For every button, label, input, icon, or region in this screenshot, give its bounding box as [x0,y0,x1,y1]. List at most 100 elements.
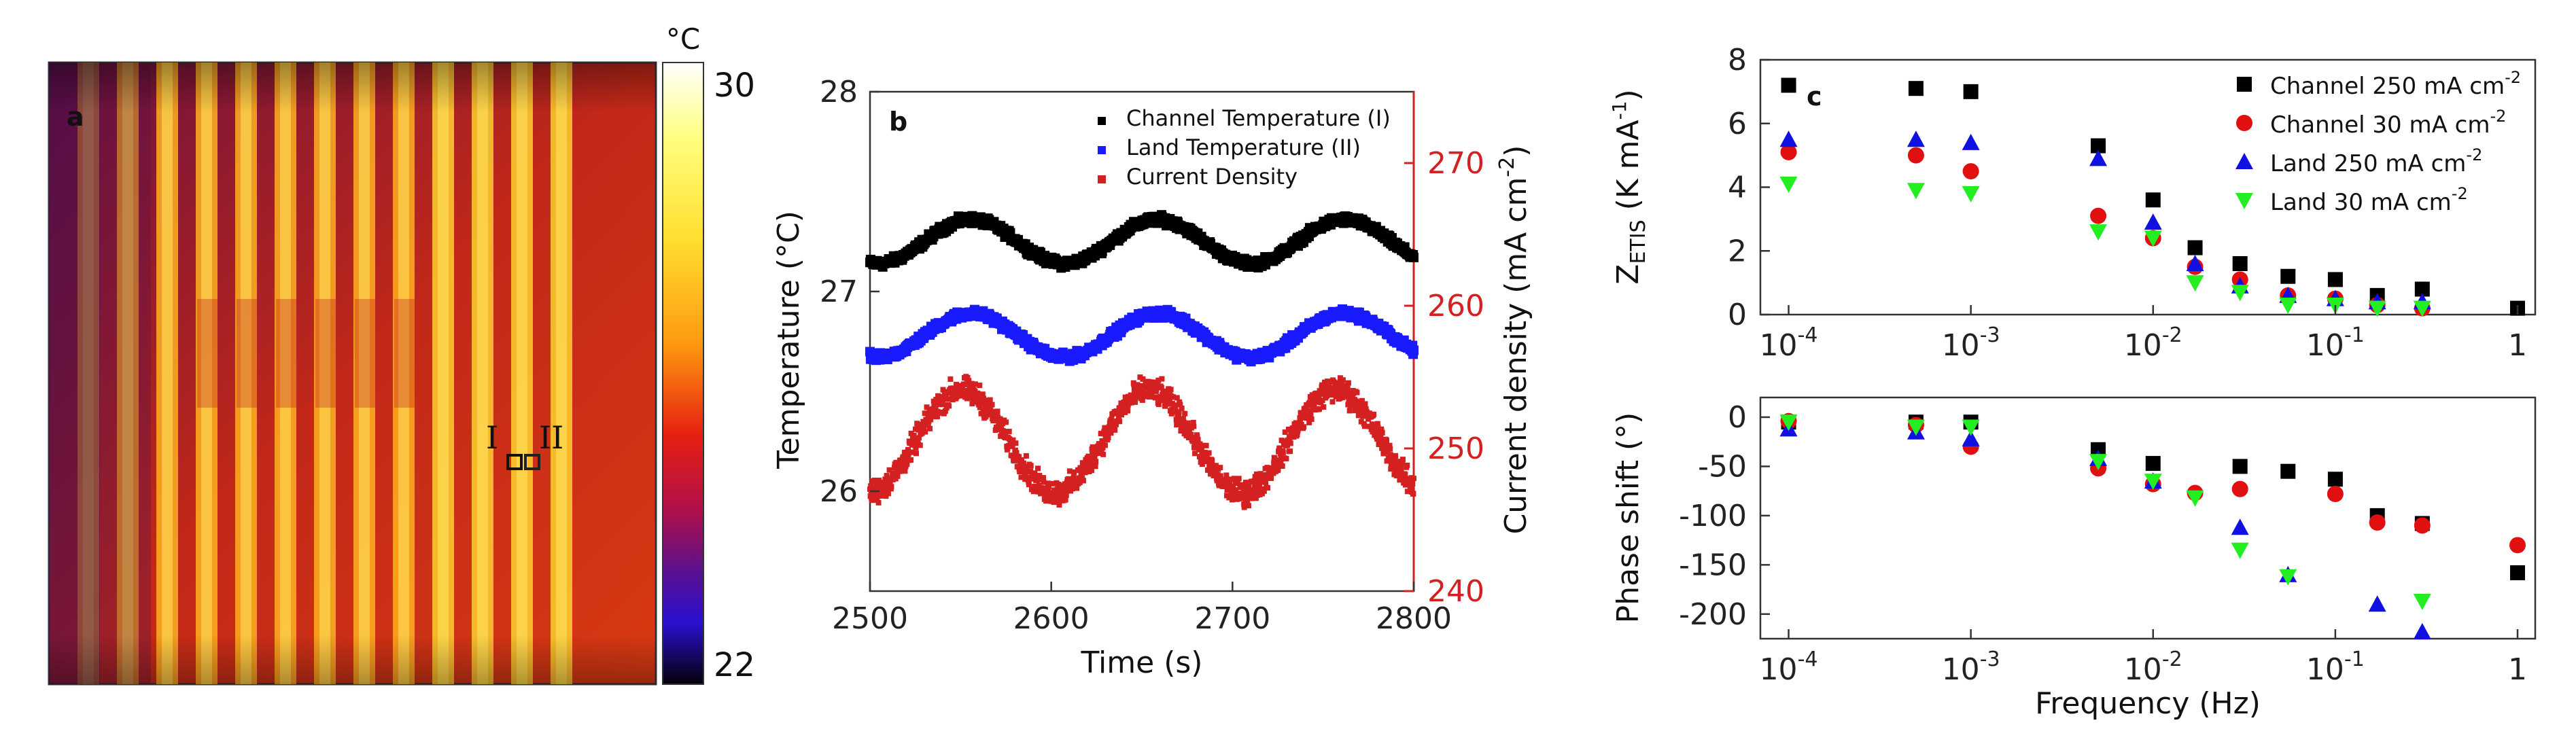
data-point [2510,565,2526,580]
data-point [1411,476,1416,482]
data-point [1253,471,1259,477]
data-point [2144,474,2162,491]
data-point [1276,445,1283,451]
data-point [1118,412,1124,418]
data-point [922,429,928,435]
data-point [1016,454,1022,460]
data-point [1379,429,1385,436]
data-point [1113,421,1119,427]
data-point [1009,453,1015,459]
data-point [1337,375,1343,381]
data-point [1287,438,1293,444]
data-point [1315,391,1321,397]
label-part: 10 [2124,652,2162,687]
data-point [1082,470,1088,476]
y-tick-label: -200 [1679,597,1747,632]
data-point [1329,399,1336,405]
colorbar-unit: °C [666,22,700,56]
data-point [1019,457,1025,463]
label-part: -4 [1798,648,1818,671]
data-point [925,421,931,427]
data-point [2280,268,2296,284]
marker-II-box [524,454,540,470]
series-current-density [867,374,1416,510]
data-point [2144,230,2162,247]
label-part: 10 [1760,328,1798,363]
data-point [1154,394,1160,400]
data-point [2144,213,2162,230]
data-point [997,416,1003,422]
data-point [1015,457,1021,463]
series-land-temperature-ii- [865,304,1418,367]
data-point [1319,397,1325,404]
data-point [1212,471,1218,477]
data-point [871,477,877,483]
data-point [1040,485,1046,491]
data-point [1140,376,1146,382]
y-tick-label: 0 [1728,298,1747,332]
y-tick-label: -100 [1679,499,1747,533]
data-point [900,454,906,460]
data-point [1217,465,1223,471]
data-point [946,396,952,402]
data-point [1203,453,1209,459]
data-point [1344,386,1351,392]
data-point [1200,442,1206,448]
data-point [1394,460,1400,466]
data-point [2368,300,2386,317]
data-point [876,477,882,483]
x-tick-label: 2700 [1194,601,1270,636]
data-point [2413,300,2431,317]
data-point [2089,454,2108,471]
data-point [2145,192,2161,208]
data-point [875,499,882,506]
data-point [1194,433,1200,440]
data-point [917,442,923,448]
panel-a-heatmap: a I II °C 30 22 [48,22,755,686]
data-point [1172,404,1179,410]
data-point [1410,481,1416,487]
y-tick-label: 0 [1728,400,1747,435]
data-point [1294,431,1300,438]
data-point [1099,439,1105,445]
data-point [1044,496,1050,502]
marker-I-box [506,454,523,470]
data-point [915,438,921,444]
data-point [1375,424,1381,430]
data-point [975,390,981,396]
data-point [1402,472,1408,478]
data-point [1011,457,1017,463]
label-part: -2 [1495,157,1519,177]
data-point [981,407,988,413]
data-point [1231,476,1237,482]
data-point [1002,435,1008,441]
data-point [1104,431,1110,437]
data-point [1010,437,1016,443]
data-point [1350,393,1356,400]
data-point [964,374,971,380]
data-point [1336,384,1342,390]
label-part: 10 [1942,328,1980,363]
data-point [1035,465,1041,472]
data-point [1110,420,1116,426]
legend-label: Land Temperature (II) [1126,135,1361,160]
data-point [990,418,996,424]
data-point [1063,492,1069,498]
data-point [1087,456,1094,462]
data-point [1399,459,1406,465]
legend-label: Land 250 mA cm-2 [2270,145,2482,177]
panel-c-frequency-response: 10-410-410-310-310-210-210-110-111024680… [1608,43,2537,721]
data-point [1312,399,1318,405]
data-point [1302,412,1308,419]
label-part: ETIS [1626,219,1650,264]
data-point [1042,491,1048,497]
data-point [919,430,925,436]
data-point [1020,460,1026,466]
data-point [1030,489,1037,495]
data-point [1331,378,1337,385]
marker-II: II [524,419,563,470]
data-point [1393,473,1399,479]
data-point [933,397,939,403]
data-point [1088,467,1094,474]
